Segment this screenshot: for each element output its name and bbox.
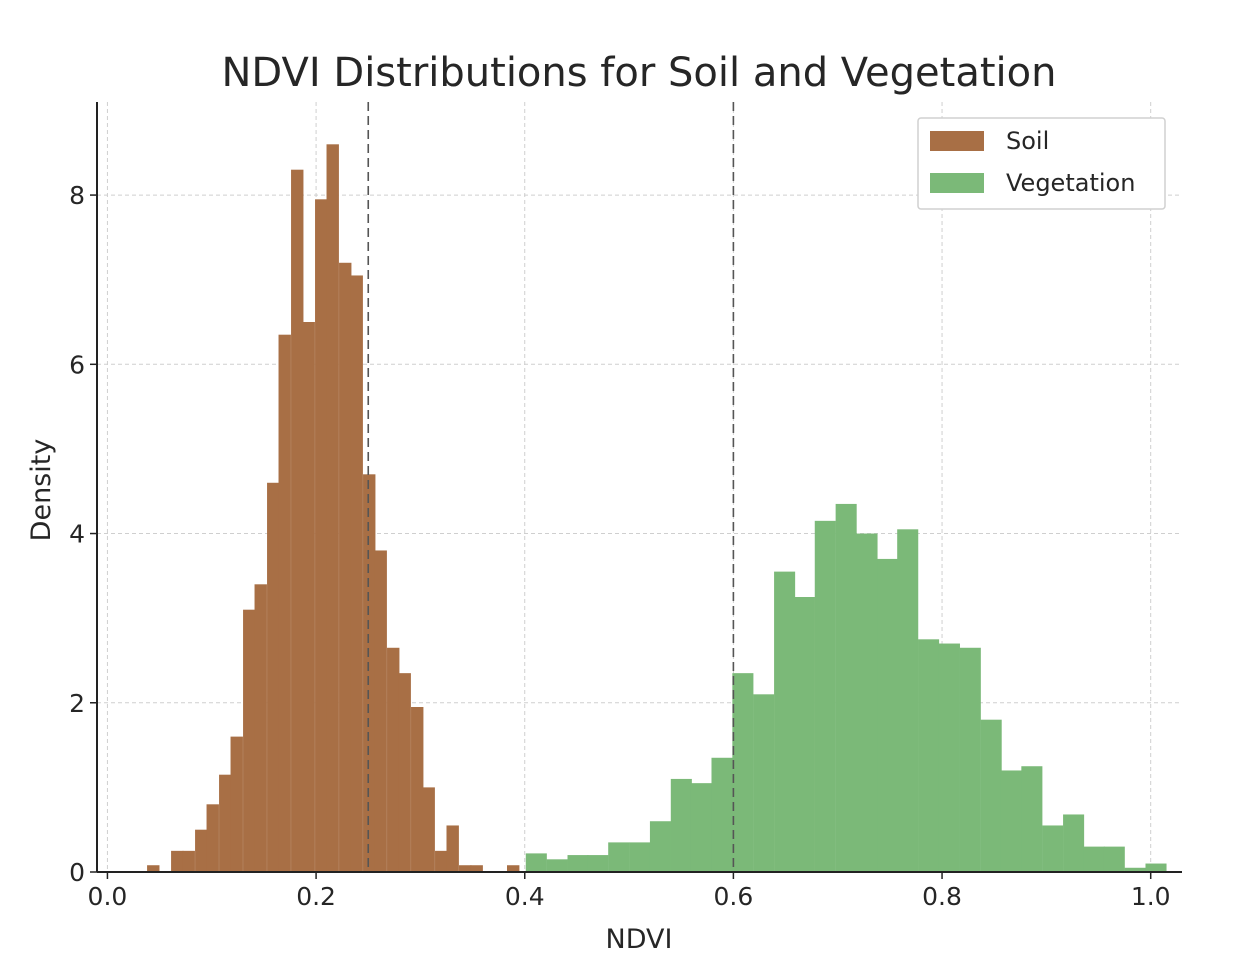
soil-bar-14 [326, 144, 339, 873]
x-axis-label: NDVI [606, 924, 673, 955]
vegetation-bar-1 [546, 859, 568, 872]
vegetation-bar-9 [711, 757, 733, 872]
soil-bar-15 [339, 262, 352, 872]
soil-bar-9 [267, 482, 280, 872]
x-tick-label-5: 1.0 [1131, 882, 1171, 911]
vegetation-bar-21 [959, 647, 981, 872]
vegetation-bar-17 [877, 558, 899, 872]
vegetation-bar-16 [856, 533, 878, 872]
soil-bar-26 [470, 865, 483, 872]
soil-bar-0 [147, 865, 160, 872]
legend: Soil Vegetation [917, 117, 1166, 210]
reference-lines [367, 102, 735, 872]
vegetation-bar-13 [793, 597, 815, 872]
axis-ticks: 0.0 0.2 0.4 0.6 0.8 1.0 0 2 4 6 8 [69, 181, 1170, 911]
soil-bar-20 [398, 673, 411, 872]
soil-bar-23 [435, 850, 448, 872]
vegetation-bar-23 [1000, 770, 1022, 872]
y-axis-label: Density [26, 439, 57, 542]
soil-bar-11 [291, 169, 304, 872]
soil-bar-25 [459, 865, 472, 872]
legend-label-vegetation: Vegetation [1006, 169, 1135, 197]
vegetation-bar-0 [525, 853, 547, 872]
vegetation-bar-8 [690, 783, 712, 872]
vegetation-bar-26 [1063, 814, 1085, 872]
vegetation-bar-24 [1021, 766, 1043, 872]
soil-bar-5 [219, 774, 232, 872]
x-tick-label-2: 0.4 [505, 882, 545, 911]
soil-bar-3 [195, 829, 208, 872]
vegetation-bar-6 [649, 821, 671, 872]
x-tick-label-4: 0.8 [922, 882, 962, 911]
y-tick-label-1: 2 [69, 689, 85, 718]
vegetation-bar-19 [918, 639, 940, 872]
soil-bar-8 [254, 584, 267, 872]
vegetation-bar-28 [1103, 846, 1125, 872]
soil-bar-2 [182, 850, 195, 872]
chart-title: NDVI Distributions for Soil and Vegetati… [222, 50, 1057, 96]
vegetation-bar-22 [980, 719, 1002, 872]
x-tick-label-0: 0.0 [88, 882, 128, 911]
soil-bar-18 [374, 550, 387, 872]
vegetation-bar-11 [753, 694, 775, 872]
soil-bar-1 [171, 850, 184, 872]
soil-bar-12 [302, 322, 315, 872]
soil-bar-24 [446, 825, 459, 872]
vegetation-bar-4 [608, 842, 630, 872]
soil-bar-7 [243, 609, 256, 872]
vegetation-bar-30 [1145, 863, 1167, 872]
vegetation-bar-3 [587, 855, 609, 872]
soil-bar-17 [363, 474, 376, 872]
soil-bar-6 [230, 736, 243, 872]
soil-bar-4 [206, 804, 219, 872]
vegetation-bar-25 [1042, 825, 1064, 872]
axes-spines [96, 102, 1182, 873]
soil-bar-10 [278, 334, 291, 872]
legend-swatch-soil [930, 131, 984, 151]
vegetation-bar-14 [814, 520, 836, 872]
vegetation-bar-18 [897, 529, 919, 872]
vegetation-bar-15 [835, 503, 857, 872]
y-tick-label-3: 6 [69, 350, 85, 379]
soil-bar-22 [422, 787, 435, 872]
soil-bar-21 [411, 707, 424, 872]
x-tick-label-1: 0.2 [296, 882, 336, 911]
vegetation-bar-10 [732, 673, 754, 872]
soil-bar-13 [315, 199, 328, 873]
legend-swatch-vegetation [930, 173, 984, 193]
vegetation-bar-20 [938, 643, 960, 872]
vegetation-bar-2 [567, 855, 589, 872]
soil-bar-16 [350, 275, 363, 872]
y-tick-label-4: 8 [69, 181, 85, 210]
vegetation-bar-27 [1083, 846, 1105, 872]
soil-bar-19 [387, 647, 400, 872]
soil-bar-27 [507, 865, 520, 872]
vegetation-bars [525, 503, 1167, 872]
legend-label-soil: Soil [1006, 127, 1049, 155]
y-tick-label-2: 4 [69, 520, 85, 549]
vegetation-bar-7 [670, 778, 692, 872]
soil-bars [147, 144, 520, 873]
vegetation-bar-5 [629, 842, 651, 872]
vegetation-bar-12 [774, 571, 796, 872]
x-tick-label-3: 0.6 [714, 882, 754, 911]
y-tick-label-0: 0 [69, 858, 85, 887]
vegetation-bar-29 [1124, 867, 1146, 872]
